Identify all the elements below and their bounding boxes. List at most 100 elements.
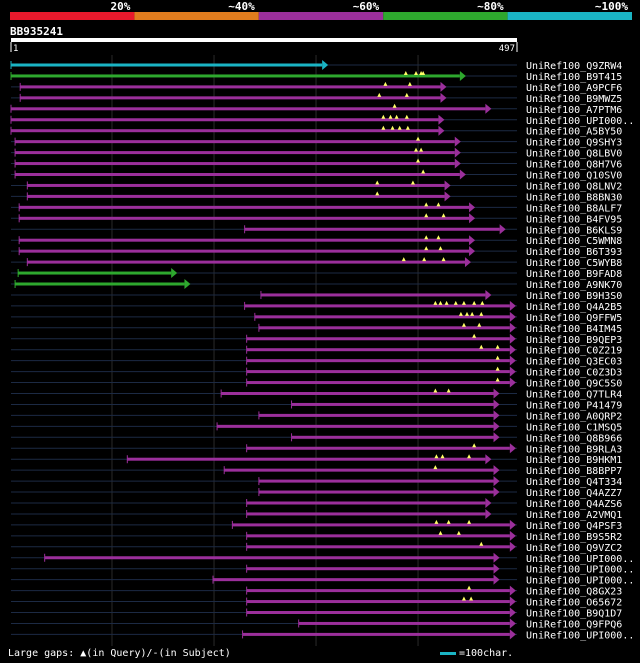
- hit-end-arrow: [509, 344, 516, 355]
- hit-label: UniRef100_UPI000..: [526, 554, 634, 565]
- hit-end-arrow: [493, 465, 500, 476]
- identity-legend-segment: [10, 12, 135, 20]
- hit-label: UniRef100_C5WMN8: [526, 236, 622, 247]
- hit-end-arrow: [485, 454, 492, 465]
- hit-end-arrow: [469, 246, 476, 257]
- hit-bar: [246, 512, 486, 516]
- hit-bar: [246, 600, 510, 604]
- hit-bar: [212, 578, 494, 582]
- hit-label: UniRef100_C5WYB8: [526, 258, 622, 269]
- gap-marker: [414, 70, 419, 75]
- hit-label: UniRef100_A9PCF6: [526, 83, 622, 94]
- gap-marker: [479, 541, 484, 546]
- identity-legend-label: ~80%: [477, 0, 504, 13]
- identity-legend-label: ~60%: [353, 0, 380, 13]
- hit-end-arrow: [493, 552, 500, 563]
- hit-bar: [246, 446, 510, 450]
- hit-bar: [127, 457, 486, 461]
- hit-end-arrow: [509, 618, 516, 629]
- gap-marker: [394, 114, 399, 119]
- gap-marker: [401, 257, 406, 262]
- gap-marker: [414, 147, 419, 152]
- hit-label: UniRef100_Q4T334: [526, 477, 622, 488]
- hit-label: UniRef100_Q4AZZ7: [526, 488, 622, 499]
- hit-bar: [246, 545, 510, 549]
- scale-bar-icon: [440, 651, 456, 655]
- gaps-legend-prefix: Large gaps:: [8, 648, 75, 659]
- gap-marker: [446, 519, 451, 524]
- hit-end-arrow: [485, 498, 492, 508]
- hit-label: UniRef100_UPI000..: [526, 576, 634, 587]
- hit-bar: [27, 260, 465, 264]
- hit-end-arrow: [509, 443, 516, 454]
- hit-bar: [19, 238, 470, 242]
- gap-marker: [472, 443, 477, 448]
- hit-end-arrow: [485, 289, 492, 300]
- hit-end-arrow: [509, 377, 516, 388]
- gap-marker: [419, 147, 424, 152]
- gap-marker: [421, 169, 426, 174]
- hit-bar: [221, 392, 494, 395]
- hit-bar: [246, 348, 510, 352]
- hit-bar: [18, 271, 172, 275]
- hit-label: UniRef100_B9Q1D7: [526, 609, 622, 620]
- gap-marker: [472, 333, 477, 338]
- gap-marker: [434, 519, 439, 524]
- hit-label: UniRef100_Q4A2B5: [526, 302, 622, 313]
- hit-bar: [291, 435, 494, 439]
- hit-bar: [246, 359, 510, 363]
- gap-marker: [461, 300, 466, 305]
- gap-marker: [405, 125, 410, 130]
- hit-bar: [19, 249, 470, 253]
- gap-marker: [392, 103, 397, 108]
- query-bar: [11, 38, 517, 42]
- hit-end-arrow: [485, 103, 492, 114]
- hit-label: UniRef100_B9RLA3: [526, 444, 622, 455]
- hit-end-arrow: [438, 125, 445, 136]
- hit-label: UniRef100_C0Z3D3: [526, 368, 622, 379]
- hit-bar: [19, 216, 470, 220]
- hit-label: UniRef100_B8BN30: [526, 192, 622, 203]
- hit-label: UniRef100_Q3EC03: [526, 357, 622, 368]
- hit-end-arrow: [509, 607, 516, 618]
- hit-label: UniRef100_A9NK70: [526, 280, 622, 291]
- hit-bar: [224, 468, 494, 472]
- gap-marker: [438, 246, 443, 251]
- hit-label: UniRef100_Q9ZRW4: [526, 61, 622, 72]
- gap-marker: [469, 596, 474, 601]
- gap-marker: [388, 114, 393, 119]
- hit-end-arrow: [438, 114, 445, 125]
- gap-marker: [375, 191, 380, 196]
- hit-end-arrow: [493, 476, 500, 487]
- query-name: BB935241: [10, 25, 63, 38]
- gap-marker: [458, 311, 463, 316]
- gap-marker: [397, 125, 402, 130]
- gap-marker: [403, 70, 408, 75]
- hit-end-arrow: [469, 202, 476, 213]
- hit-bar: [27, 183, 445, 187]
- hit-label: UniRef100_B6KLS9: [526, 225, 622, 236]
- gap-marker-icon: ▲: [80, 648, 87, 659]
- hit-end-arrow: [499, 224, 506, 235]
- hit-end-arrow: [454, 147, 461, 158]
- gap-marker: [456, 530, 461, 535]
- identity-legend-segment: [134, 12, 259, 20]
- identity-legend-label: ~40%: [228, 0, 255, 13]
- gap-marker: [421, 70, 426, 75]
- gap-marker: [461, 322, 466, 327]
- gap-marker: [495, 355, 500, 360]
- identity-legend-segment: [507, 12, 632, 20]
- hit-label: UniRef100_Q9C5S0: [526, 379, 622, 390]
- hit-bar: [246, 611, 510, 614]
- hit-bar: [246, 337, 510, 341]
- gap-marker: [424, 246, 429, 251]
- gap-marker: [438, 530, 443, 535]
- hit-end-arrow: [509, 333, 516, 344]
- hit-bar: [258, 326, 510, 330]
- hit-bar: [11, 107, 486, 111]
- hit-label: UniRef100_UPI000..: [526, 116, 634, 127]
- hit-end-arrow: [493, 410, 500, 421]
- gap-marker: [495, 344, 500, 349]
- hit-end-arrow: [440, 81, 447, 92]
